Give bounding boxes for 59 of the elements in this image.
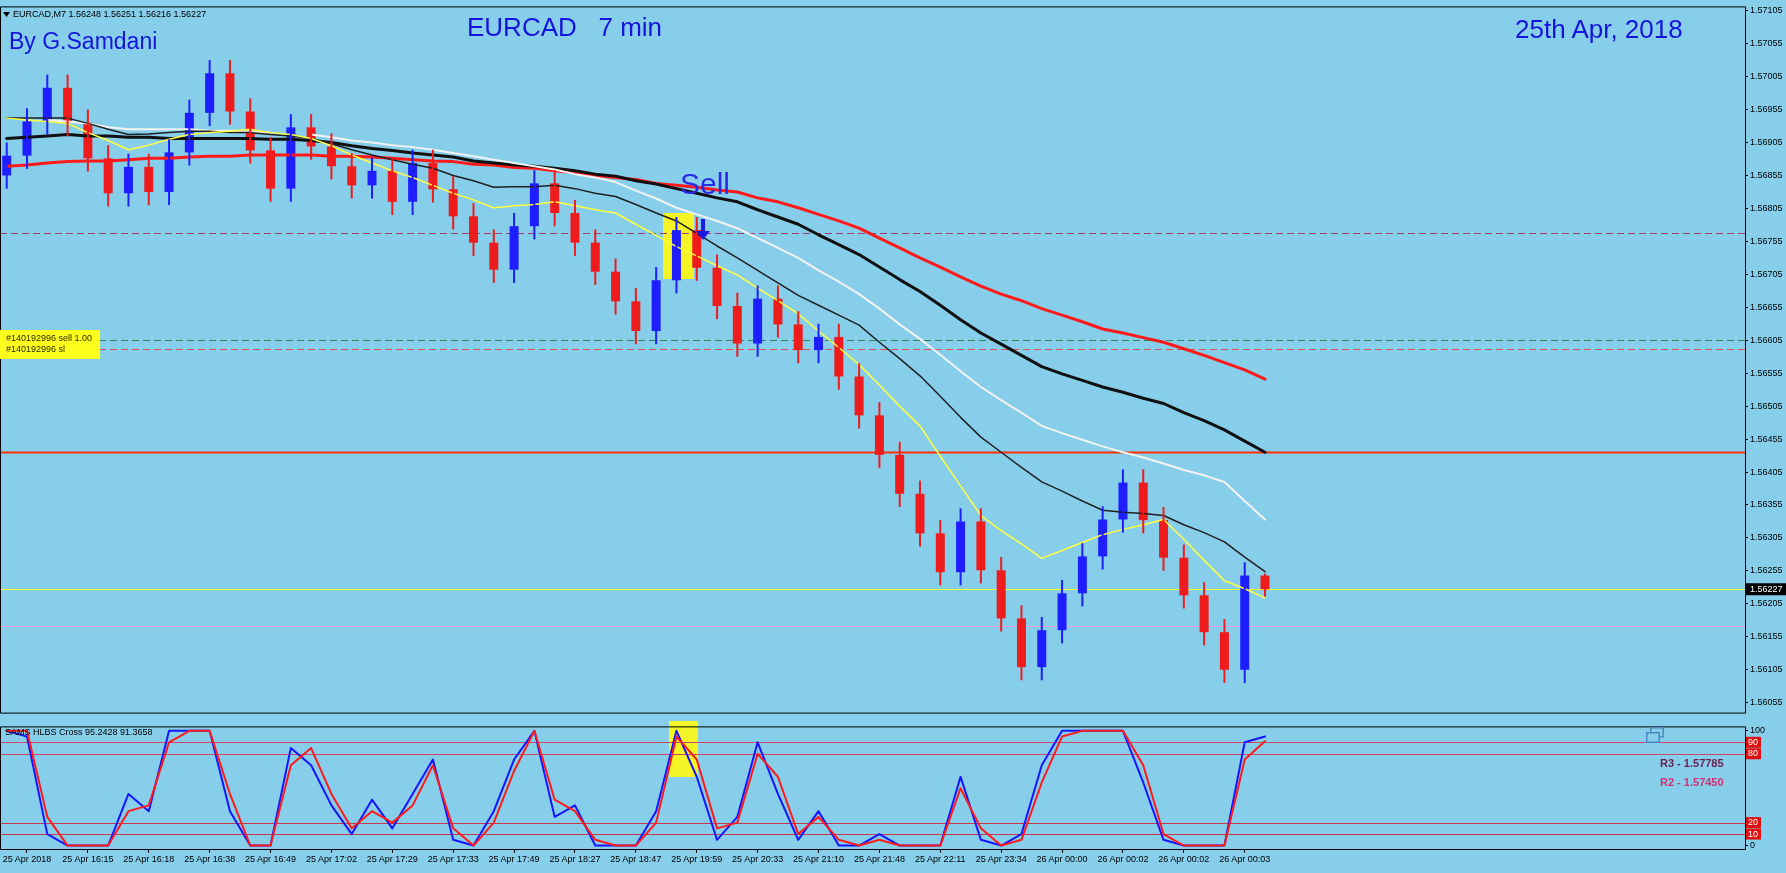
y-tick-label: 1.57055 xyxy=(1750,38,1783,49)
y-tick-label: 1.57005 xyxy=(1750,71,1783,82)
y-tick-label: 1.56305 xyxy=(1750,532,1783,543)
y-tick-label: 1.56755 xyxy=(1750,235,1783,246)
y-tick-label: 1.56455 xyxy=(1750,433,1783,444)
x-tick-label: 25 Apr 16:18 xyxy=(123,853,175,864)
x-tick-label: 25 Apr 22:11 xyxy=(915,853,966,864)
x-tick-label: 25 Apr 17:33 xyxy=(427,853,479,864)
x-tick-label: 26 Apr 00:00 xyxy=(1036,853,1088,864)
ref-line-label: 10 xyxy=(1748,828,1759,839)
y-tick-label: 100 xyxy=(1750,725,1766,736)
x-tick-label: 25 Apr 16:15 xyxy=(62,853,114,864)
y-tick-label: 1.56155 xyxy=(1750,631,1783,642)
y-tick-label: 1.56905 xyxy=(1750,136,1783,147)
x-tick-label: 26 Apr 00:03 xyxy=(1219,853,1271,864)
y-tick-label: 1.56605 xyxy=(1750,334,1783,345)
x-tick-label: 25 Apr 17:29 xyxy=(366,853,418,864)
y-tick-label: 1.56705 xyxy=(1750,268,1783,279)
text: R2 - 1.57450 xyxy=(1660,776,1724,789)
x-tick-label: 25 Apr 20:33 xyxy=(732,853,784,864)
x-tick-label: 25 Apr 21:48 xyxy=(853,853,905,864)
x-tick-label: 25 Apr 17:02 xyxy=(305,853,357,864)
y-tick-label: 1.56855 xyxy=(1750,169,1783,180)
ref-line-label: 90 xyxy=(1748,736,1759,747)
x-tick-label: 25 Apr 16:38 xyxy=(184,853,236,864)
y-tick-label: 1.56805 xyxy=(1750,202,1783,213)
y-tick-label: 1.56255 xyxy=(1750,565,1783,576)
text: 25th Apr, 2018 xyxy=(1515,14,1683,45)
x-tick-label: 25 Apr 16:49 xyxy=(245,853,297,864)
y-tick-label: 1.56655 xyxy=(1750,301,1783,312)
chart-title: SAMS HLBS Cross 95.2428 91.3658 xyxy=(5,727,153,738)
y-tick-label: 1.56505 xyxy=(1750,400,1783,411)
ref-line-label: #140192996 sl xyxy=(6,344,66,355)
x-tick-label: 25 Apr 17:49 xyxy=(488,853,540,864)
y-tick-label: 1.56955 xyxy=(1750,104,1783,115)
text: R3 - 1.57785 xyxy=(1660,757,1724,770)
annotation: By G.Samdani xyxy=(9,28,158,55)
annotation: EURCAD,M7 1.56248 1.56251 1.56216 1.56227 xyxy=(13,9,207,20)
y-tick-label: 1.56555 xyxy=(1750,367,1783,378)
y-tick-label: 0 xyxy=(1750,840,1756,851)
ref-line-label: 1.56227 xyxy=(1750,583,1783,594)
x-tick-label: 25 Apr 23:34 xyxy=(975,853,1027,864)
ref-line-label: #140192996 sell 1.00 xyxy=(6,333,93,344)
y-tick-label: 1.56105 xyxy=(1750,664,1783,675)
x-tick-label: 26 Apr 00:02 xyxy=(1097,853,1149,864)
x-tick-label: 25 Apr 18:47 xyxy=(610,853,662,864)
x-tick-label: 25 Apr 21:10 xyxy=(792,853,845,864)
x-tick-label: 26 Apr 00:02 xyxy=(1158,853,1210,864)
y-tick-label: 1.56055 xyxy=(1750,697,1783,708)
y-tick-label: 1.56405 xyxy=(1750,466,1783,477)
x-tick-label: 25 Apr 2018 xyxy=(2,853,52,864)
x-tick-label: 25 Apr 18:27 xyxy=(549,853,601,864)
ref-line-label: 20 xyxy=(1748,817,1759,828)
y-tick-label: 1.57105 xyxy=(1750,5,1783,16)
chart-title: EURCAD 7 min xyxy=(467,12,663,43)
y-tick-label: 1.56355 xyxy=(1750,499,1783,510)
ref-line-label: 80 xyxy=(1748,748,1759,759)
y-tick-label: 1.56205 xyxy=(1750,598,1783,609)
x-tick-label: 25 Apr 19:59 xyxy=(671,853,723,864)
